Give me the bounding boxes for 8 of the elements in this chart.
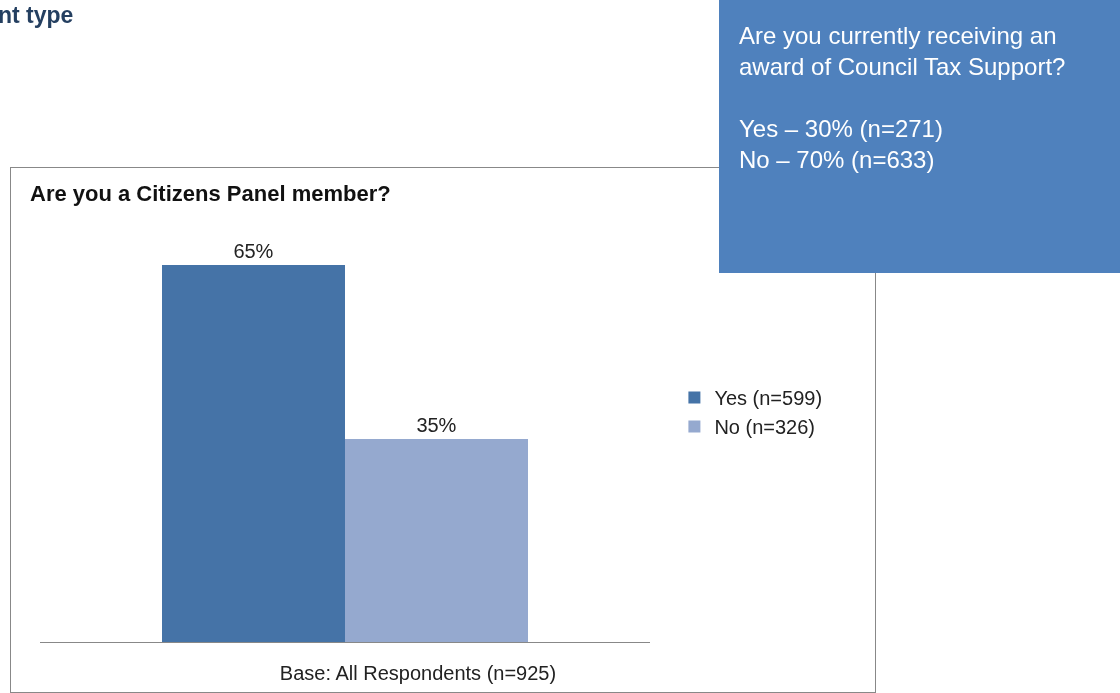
chart-title: Are you a Citizens Panel member?: [30, 180, 391, 206]
data-label: 35%: [416, 413, 457, 436]
data-label: 65%: [233, 239, 274, 262]
legend-label: No (n=326): [714, 416, 816, 439]
text: Base: All Respondents (n=925): [278, 662, 558, 685]
text: Are you currently receiving an award of Council Tax Support? Yes – 30% (n=271) No – 70% (n=633): [739, 22, 1066, 173]
legend-label: Yes (n=599): [714, 387, 823, 410]
text: nt type: [0, 2, 74, 29]
